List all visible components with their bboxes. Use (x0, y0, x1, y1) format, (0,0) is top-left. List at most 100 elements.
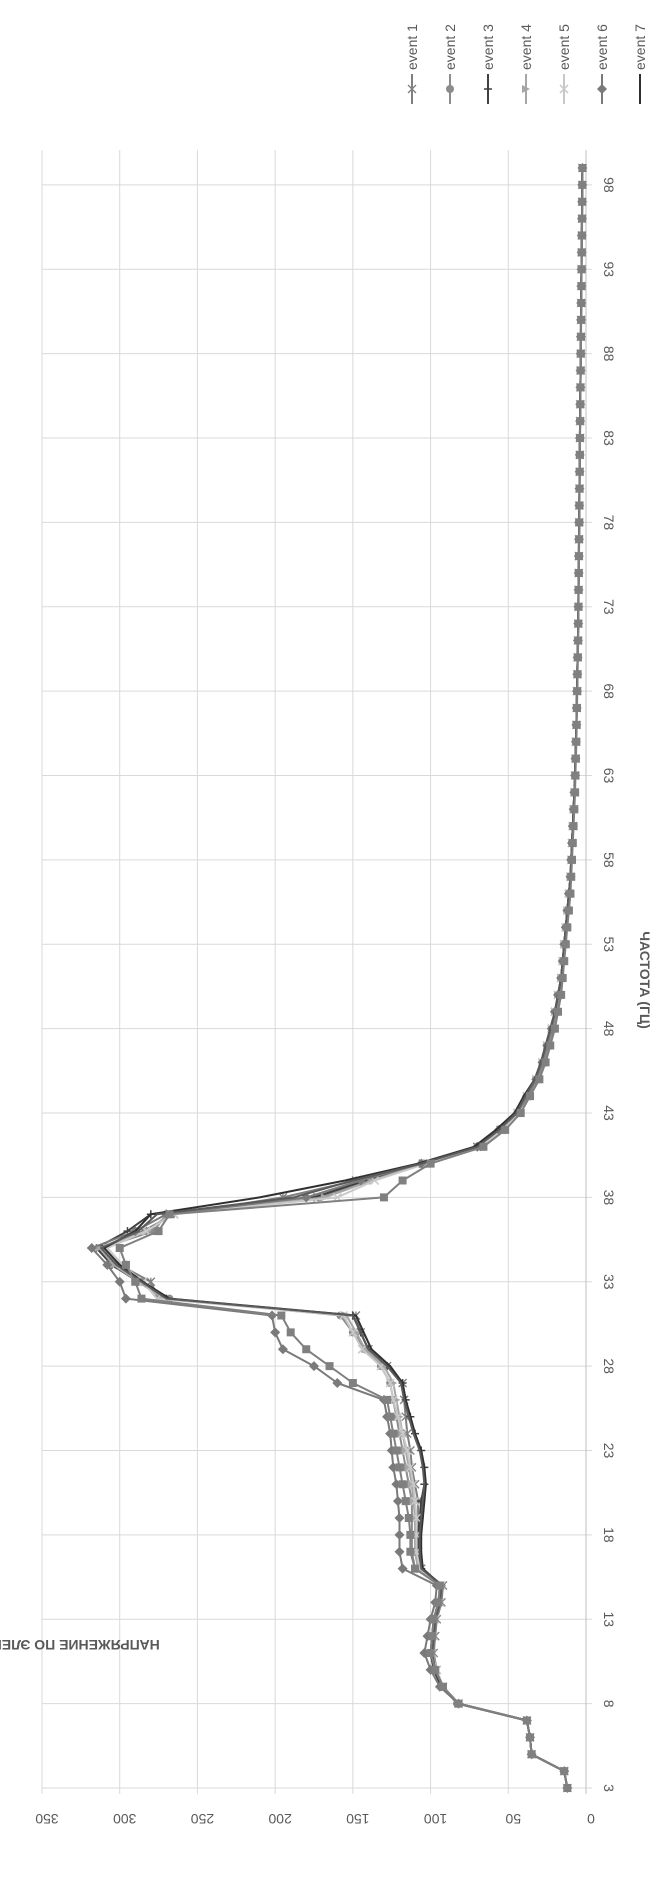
data-point (439, 1683, 447, 1691)
data-point (578, 265, 586, 273)
data-point (542, 1058, 550, 1066)
data-point (563, 923, 571, 931)
data-point (565, 907, 573, 915)
data-point (567, 873, 575, 881)
data-point (574, 653, 582, 661)
data-point (395, 1463, 403, 1471)
data-point (394, 1513, 404, 1523)
legend-item: event 2 (442, 24, 458, 104)
y-tick-label: 0 (587, 1811, 595, 1827)
y-axis-title: НАПРЯЖЕНИЕ ПО ЭЛЕМЕНТАМ (МПА) (0, 1637, 160, 1653)
legend-label: event 7 (632, 24, 648, 70)
data-point (578, 215, 586, 223)
series-6 (87, 163, 588, 1793)
data-point (576, 417, 584, 425)
data-point (399, 1177, 407, 1185)
x-tick-label: 28 (601, 1358, 617, 1374)
data-point (575, 502, 583, 510)
data-point (479, 1143, 487, 1151)
data-point (121, 1294, 131, 1304)
x-tick-label: 53 (601, 936, 617, 952)
data-point (402, 1497, 410, 1505)
data-point (577, 316, 585, 324)
data-point (560, 1767, 568, 1775)
data-point (277, 1312, 285, 1320)
x-tick-label: 33 (601, 1274, 617, 1290)
y-axis-ticks: 050100150200250300350 (35, 1811, 595, 1827)
data-point (551, 1025, 559, 1033)
x-tick-label: 48 (601, 1021, 617, 1037)
data-point (523, 1717, 531, 1725)
x-tick-label: 38 (601, 1190, 617, 1206)
data-point (572, 738, 580, 746)
data-point (501, 1126, 509, 1134)
data-point (554, 1008, 562, 1016)
data-point (578, 181, 586, 189)
data-point (326, 1362, 334, 1370)
y-tick-label: 200 (268, 1811, 292, 1827)
data-point (579, 164, 587, 172)
data-point (122, 1261, 130, 1269)
legend-item: event 1 (404, 24, 420, 104)
data-point (528, 1750, 536, 1758)
x-tick-label: 63 (601, 768, 617, 784)
data-point (455, 1700, 463, 1708)
chart-gridlines (42, 150, 592, 1794)
data-point (427, 1649, 435, 1657)
data-point (566, 890, 574, 898)
data-point (270, 1327, 280, 1337)
data-point (535, 1075, 543, 1083)
x-axis-ticks: 38131823283338434853586368737883889398 (601, 177, 617, 1792)
series-line (104, 168, 582, 1788)
legend-item: event 3 (480, 24, 496, 104)
x-tick-label: 78 (601, 515, 617, 531)
data-point (575, 586, 583, 594)
x-tick-label: 13 (601, 1611, 617, 1627)
data-point (571, 788, 579, 796)
series-line (120, 168, 583, 1788)
legend-item: event 6 (594, 24, 610, 104)
data-point (576, 400, 584, 408)
data-point (568, 856, 576, 864)
data-point (131, 1278, 139, 1286)
data-point (155, 1227, 163, 1235)
legend-label: event 1 (404, 24, 420, 70)
series-line (92, 168, 583, 1788)
series-line (107, 168, 582, 1788)
data-point (302, 1345, 310, 1353)
data-point (575, 552, 583, 560)
data-point (569, 839, 577, 847)
legend-marker (446, 85, 454, 93)
series-line (104, 168, 582, 1788)
legend-item: event 4 (518, 24, 534, 104)
data-point (517, 1109, 525, 1117)
data-point (577, 350, 585, 358)
data-point (430, 1615, 438, 1623)
data-point (380, 1193, 388, 1201)
legend-item: event 5 (556, 24, 572, 104)
data-point (577, 383, 585, 391)
data-point (405, 1514, 413, 1522)
x-tick-label: 68 (601, 683, 617, 699)
data-point (427, 1160, 435, 1168)
x-tick-label: 23 (601, 1443, 617, 1459)
series-5 (103, 164, 586, 1792)
y-tick-label: 150 (346, 1811, 370, 1827)
x-tick-label: 18 (601, 1527, 617, 1543)
data-point (578, 198, 586, 206)
y-tick-label: 350 (35, 1811, 59, 1827)
legend-label: event 5 (556, 24, 572, 70)
legend-item: event 7 (632, 24, 648, 104)
data-point (575, 535, 583, 543)
x-tick-label: 98 (601, 177, 617, 193)
series-line (100, 168, 583, 1788)
series-4 (96, 164, 587, 1792)
legend-label: event 6 (594, 24, 610, 70)
series-line (101, 168, 582, 1788)
data-point (137, 1295, 145, 1303)
series-8 (101, 168, 582, 1788)
series-7 (104, 168, 582, 1788)
data-point (577, 333, 585, 341)
legend-marker (408, 85, 416, 93)
